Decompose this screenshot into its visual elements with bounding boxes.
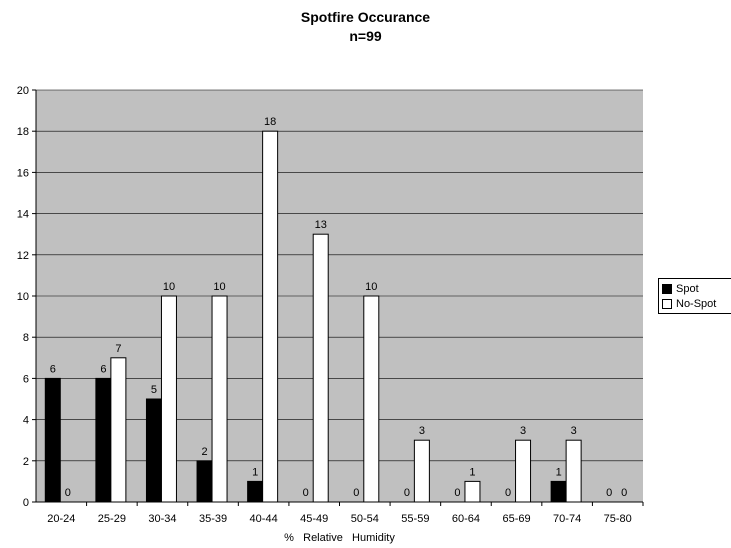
- data-label: 0: [505, 487, 511, 499]
- legend-item-spot: Spot: [662, 281, 730, 296]
- y-tick-label: 16: [17, 167, 29, 179]
- legend-label-spot: Spot: [676, 282, 699, 295]
- bar-spot: [247, 480, 264, 503]
- bar-no-spot: [110, 357, 127, 503]
- legend-item-no-spot: No-Spot: [662, 296, 730, 311]
- data-label: 13: [315, 219, 327, 231]
- y-tick-label: 6: [23, 373, 29, 385]
- data-label: 0: [65, 487, 71, 499]
- y-tick-label: 14: [17, 209, 29, 221]
- legend: Spot No-Spot: [658, 278, 731, 314]
- y-tick-label: 18: [17, 126, 29, 138]
- x-tick-label: 70-74: [553, 513, 581, 525]
- data-label: 1: [252, 466, 258, 478]
- y-tick-label: 4: [23, 415, 29, 427]
- data-label: 10: [365, 281, 377, 293]
- chart-subtitle: n=99: [349, 28, 382, 44]
- data-label: 5: [151, 384, 157, 396]
- legend-swatch-spot: [662, 283, 672, 294]
- data-label: 3: [571, 425, 577, 437]
- data-label: 6: [50, 363, 56, 375]
- bar-spot: [196, 460, 213, 503]
- data-label: 0: [454, 487, 460, 499]
- data-label: 0: [621, 487, 627, 499]
- legend-swatch-no-spot: [662, 298, 672, 309]
- bar-no-spot: [211, 295, 228, 503]
- data-label: 1: [469, 466, 475, 478]
- data-label: 18: [264, 116, 276, 128]
- y-tick-label: 12: [17, 250, 29, 262]
- x-tick-label: 40-44: [250, 513, 278, 525]
- data-label: 10: [163, 281, 175, 293]
- data-label: 6: [100, 363, 106, 375]
- bar-no-spot: [312, 233, 329, 503]
- x-tick-label: 55-59: [401, 513, 429, 525]
- legend-label-no-spot: No-Spot: [676, 297, 717, 310]
- y-tick-label: 8: [23, 332, 29, 344]
- x-tick-label: 65-69: [502, 513, 530, 525]
- data-label: 0: [404, 487, 410, 499]
- x-tick-label: 35-39: [199, 513, 227, 525]
- y-tick-label: 20: [17, 85, 29, 97]
- data-label: 0: [606, 487, 612, 499]
- y-tick-label: 10: [17, 291, 29, 303]
- x-tick-label: 50-54: [351, 513, 379, 525]
- bar-no-spot: [262, 130, 279, 503]
- data-label: 2: [201, 446, 207, 458]
- bar-no-spot: [565, 439, 582, 503]
- data-label: 7: [115, 343, 121, 355]
- bar-no-spot: [413, 439, 430, 503]
- y-tick-label: 0: [23, 497, 29, 509]
- x-tick-label: 30-34: [148, 513, 176, 525]
- bar-spot: [550, 480, 567, 503]
- bar-no-spot: [363, 295, 380, 503]
- bar-spot: [145, 398, 162, 503]
- x-tick-label: 25-29: [98, 513, 126, 525]
- bar-no-spot: [160, 295, 177, 503]
- bar-no-spot: [515, 439, 532, 503]
- data-label: 1: [556, 466, 562, 478]
- data-label: 0: [303, 487, 309, 499]
- data-label: 3: [520, 425, 526, 437]
- bar-no-spot: [464, 480, 481, 503]
- chart-title: Spotfire Occurance: [300, 9, 431, 25]
- data-label: 10: [213, 281, 225, 293]
- bar-spot: [95, 377, 112, 503]
- x-tick-label: 60-64: [452, 513, 480, 525]
- bar-spot: [44, 377, 61, 503]
- x-tick-label: 20-24: [47, 513, 75, 525]
- y-tick-label: 2: [23, 456, 29, 468]
- x-axis-title: % Relative Humidity: [284, 532, 395, 544]
- data-label: 0: [353, 487, 359, 499]
- x-tick-label: 45-49: [300, 513, 328, 525]
- data-label: 3: [419, 425, 425, 437]
- x-tick-label: 75-80: [604, 513, 632, 525]
